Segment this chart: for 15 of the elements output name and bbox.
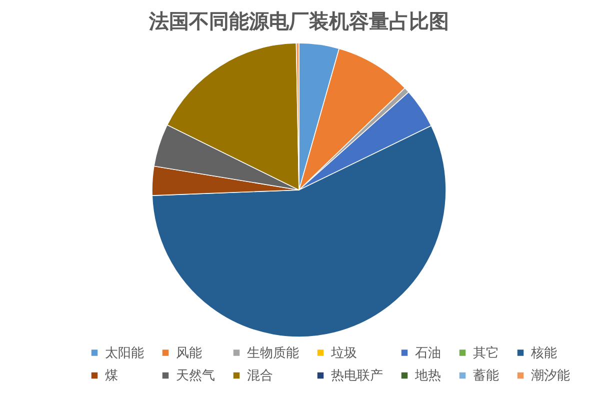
legend-label: 煤 [105,368,118,384]
legend-label: 风能 [176,346,202,361]
legend-label: 天然气 [176,368,215,384]
legend-label: 太阳能 [105,346,144,361]
chart-title: 法国不同能源电厂装机容量占比图 [148,9,449,33]
legend-label: 石油 [415,346,441,361]
legend-label: 潮汐能 [531,368,570,384]
legend-label: 垃圾 [330,346,357,361]
legend-label: 混合 [247,368,273,384]
legend-label: 生物质能 [247,346,299,361]
legend-label: 热电联产 [331,368,383,384]
legend-label: 地热 [414,368,441,384]
legend-label: 核能 [530,346,557,361]
legend-label: 蓄能 [473,368,499,384]
legend-label: 其它 [473,344,499,361]
